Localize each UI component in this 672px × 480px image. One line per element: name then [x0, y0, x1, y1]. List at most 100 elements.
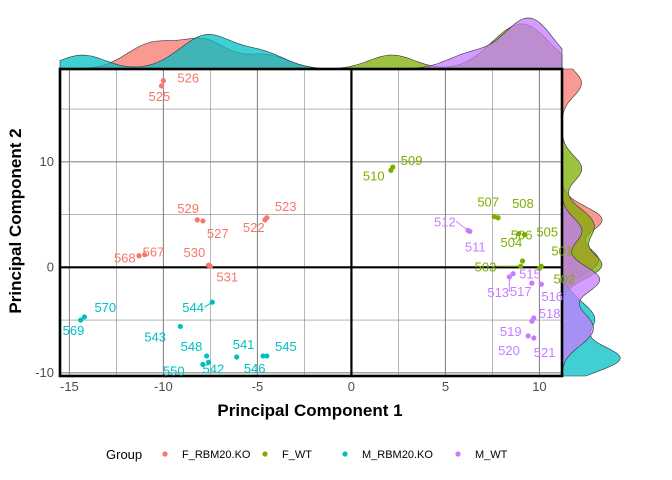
- data-point-510: [388, 167, 394, 173]
- data-label-530: 530: [184, 245, 206, 260]
- data-point-541: [234, 354, 240, 360]
- data-label-521: 521: [534, 345, 556, 360]
- data-point-517: [529, 280, 535, 286]
- data-point-504: [519, 258, 526, 264]
- data-label-502: 502: [553, 271, 575, 286]
- y-axis-title: Principal Component 2: [6, 128, 25, 313]
- data-point-529: [194, 217, 200, 223]
- data-points: [78, 78, 544, 367]
- data-label-529: 529: [177, 201, 199, 216]
- data-point-502: [536, 265, 543, 271]
- y-tick-label: -10: [35, 365, 54, 380]
- legend-key-M_WT: [455, 451, 461, 457]
- data-label-543: 543: [144, 329, 166, 344]
- data-point-544: [209, 299, 215, 305]
- data-label-506: 506: [511, 228, 533, 243]
- data-point-531: [207, 263, 214, 269]
- legend-key-F_WT: [262, 451, 268, 457]
- data-point-526: [160, 78, 167, 84]
- x-axis-title: Principal Component 1: [217, 401, 402, 420]
- data-point-511: [467, 228, 473, 235]
- data-label-507: 507: [477, 195, 499, 210]
- x-tick-label: 10: [532, 379, 546, 394]
- x-tick-label: -10: [154, 379, 173, 394]
- data-point-508: [495, 215, 501, 221]
- data-point-542: [205, 359, 212, 365]
- legend-key-M_RBM20.KO: [342, 451, 348, 457]
- legend-label-M_RBM20.KO: M_RBM20.KO: [362, 449, 433, 461]
- data-label-541: 541: [233, 337, 255, 352]
- plot-grid: [60, 69, 562, 376]
- data-label-513: 513: [487, 285, 509, 300]
- data-label-519: 519: [500, 324, 522, 339]
- legend: Group F_RBM20.KO F_WT M_RBM20.KO M_WT: [106, 447, 508, 462]
- data-point-525: [158, 83, 165, 89]
- data-point-515: [510, 271, 516, 277]
- data-label-545: 545: [275, 339, 297, 354]
- data-label-567: 567: [143, 245, 165, 260]
- y-tick-label: 0: [47, 259, 54, 274]
- data-point-548: [204, 353, 210, 359]
- data-label-569: 569: [63, 323, 85, 338]
- x-tick-label: -5: [252, 379, 264, 394]
- x-tick-label: 5: [442, 379, 449, 394]
- top-marginal-density: [59, 17, 563, 70]
- data-label-526: 526: [177, 71, 199, 86]
- plot-border: [58, 67, 564, 378]
- data-label-570: 570: [94, 300, 116, 315]
- data-labels: 526 525 529 527 523 522 567 568 530 531 509 510 507 5…: [63, 71, 575, 379]
- data-label-527: 527: [207, 226, 229, 241]
- data-label-509: 509: [401, 153, 423, 168]
- x-tick-label: 0: [348, 379, 355, 394]
- data-point-506: [516, 230, 522, 237]
- y-tick-label: 10: [40, 154, 54, 169]
- data-point-545: [260, 353, 266, 359]
- data-label-523: 523: [275, 199, 297, 214]
- data-label-503: 503: [475, 259, 497, 274]
- data-label-505: 505: [536, 225, 558, 240]
- data-point-550: [200, 361, 206, 367]
- data-label-548: 548: [181, 339, 203, 354]
- data-label-518: 518: [539, 306, 561, 321]
- legend-key-F_RBM20.KO: [162, 451, 168, 457]
- data-label-520: 520: [498, 343, 520, 358]
- data-label-568: 568: [114, 251, 136, 266]
- data-label-525: 525: [149, 89, 171, 104]
- data-point-520: [525, 333, 531, 339]
- data-point-503: [518, 263, 524, 269]
- legend-label-F_WT: F_WT: [282, 449, 312, 461]
- data-label-508: 508: [512, 196, 534, 211]
- data-point-521: [531, 335, 537, 341]
- legend-label-F_RBM20.KO: F_RBM20.KO: [182, 449, 251, 461]
- data-point-516: [538, 281, 544, 287]
- data-label-516: 516: [541, 289, 563, 304]
- data-point-519: [529, 318, 535, 324]
- data-point-546: [264, 353, 270, 359]
- data-label-512: 512: [434, 214, 456, 229]
- legend-label-M_WT: M_WT: [475, 449, 508, 461]
- data-label-531: 531: [216, 269, 238, 284]
- data-point-527: [200, 218, 206, 224]
- data-label-522: 522: [243, 220, 265, 235]
- data-label-546: 546: [244, 361, 266, 376]
- data-label-501: 501: [551, 243, 573, 258]
- x-tick-label: -15: [60, 379, 79, 394]
- data-point-505: [521, 232, 527, 238]
- data-label-550: 550: [163, 363, 185, 378]
- data-point-568: [136, 253, 142, 259]
- data-point-570: [81, 314, 88, 320]
- data-point-569: [78, 317, 84, 323]
- plot-axes: [58, 67, 564, 378]
- data-label-517: 517: [510, 284, 532, 299]
- data-label-511: 511: [465, 239, 486, 254]
- right-marginal-density: [561, 68, 621, 377]
- data-label-542: 542: [203, 361, 225, 376]
- data-point-567: [142, 252, 148, 258]
- legend-title: Group: [106, 447, 142, 462]
- data-point-513: [506, 274, 512, 280]
- data-label-510: 510: [363, 168, 385, 183]
- data-label-515: 515: [519, 267, 541, 282]
- data-point-543: [177, 323, 183, 330]
